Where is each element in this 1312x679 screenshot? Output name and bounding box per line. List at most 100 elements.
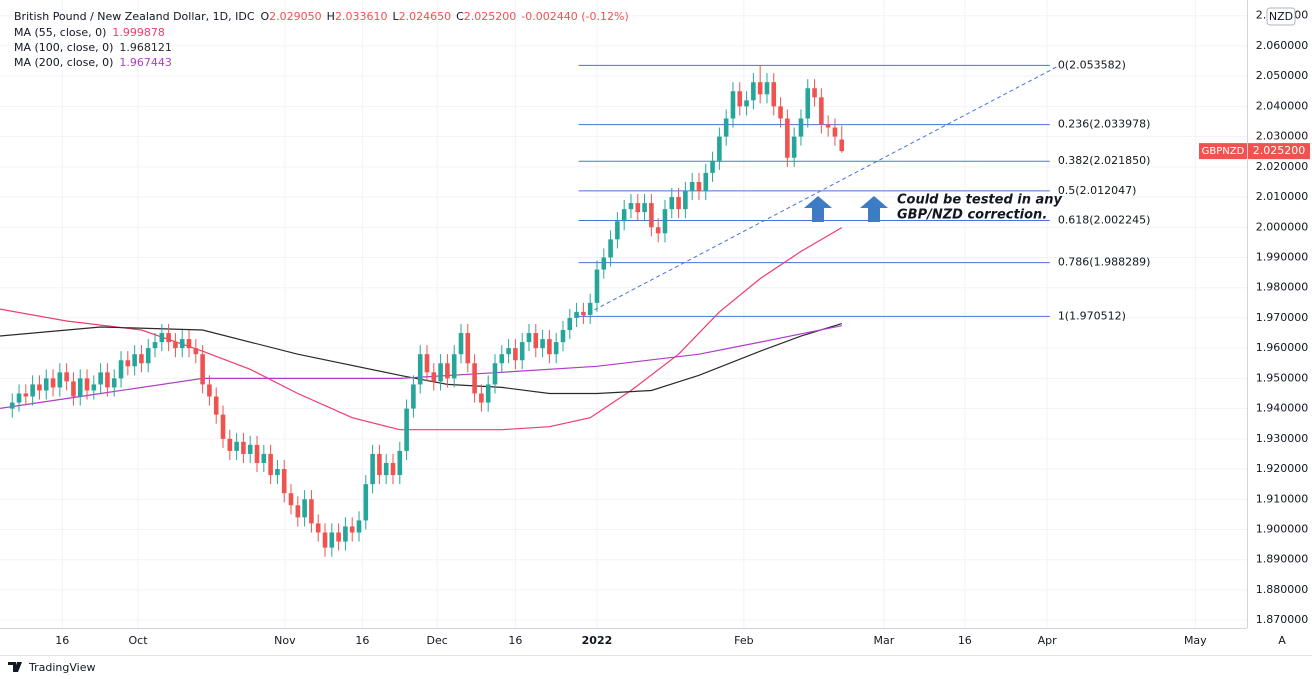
candle-body	[254, 444, 260, 463]
candle-body	[139, 354, 144, 364]
candle-body	[336, 532, 341, 542]
x-tick-label: Nov	[274, 634, 296, 647]
candle-body	[220, 414, 226, 439]
candle-body	[540, 339, 545, 349]
candle-body	[91, 384, 97, 391]
candle-body	[717, 136, 722, 161]
y-tick-label: 2.000000	[1256, 220, 1309, 233]
candle-body	[560, 330, 566, 343]
currency-badge[interactable]	[1266, 7, 1296, 26]
y-tick-label: 2.010000	[1256, 190, 1309, 203]
grid	[0, 0, 1247, 628]
candle-body	[370, 453, 375, 485]
candle-body	[71, 381, 76, 397]
candle-body	[159, 333, 165, 343]
candle-body	[241, 441, 246, 454]
candle-body	[64, 372, 69, 382]
candle-body	[173, 342, 178, 349]
candle-body	[547, 339, 552, 355]
candle-body	[84, 378, 90, 391]
x-tick-label: 16	[355, 634, 369, 647]
x-tick-label: Feb	[734, 634, 753, 647]
fib-label: 0.786(1.988289)	[1058, 256, 1151, 269]
price-tag-symbol-bg	[1199, 143, 1247, 160]
brand: TradingView	[28, 661, 95, 674]
candle-body	[479, 393, 484, 403]
candle-body	[819, 97, 824, 125]
candle-body	[683, 190, 688, 210]
y-tick-label: 1.870000	[1256, 613, 1309, 626]
candle-body	[50, 378, 56, 388]
candle-body	[785, 118, 790, 158]
legend: British Pound / New Zealand Dollar, 1D, …	[14, 10, 629, 23]
y-tick-label: 2.060000	[1256, 39, 1309, 52]
candle-body	[751, 82, 756, 101]
candle-body	[16, 393, 22, 403]
candle-body	[411, 384, 416, 409]
candle-body	[23, 393, 29, 397]
candle-body	[77, 378, 83, 397]
up-arrow	[860, 196, 888, 222]
candle-body	[390, 462, 396, 476]
ma-legend-entry: MA (55, close, 0) 1.999878	[14, 26, 165, 39]
x-tick-label: Apr	[1038, 634, 1058, 647]
y-tick-label: 2.040000	[1256, 99, 1309, 112]
y-tick-label: 1.980000	[1256, 281, 1309, 294]
candle-body	[533, 333, 539, 349]
candle-body	[30, 384, 35, 397]
ma-value: 1.999878	[112, 26, 165, 39]
y-tick-label: 1.940000	[1256, 402, 1309, 415]
candle-body	[615, 221, 620, 240]
candle-body	[152, 342, 158, 349]
candle-body	[608, 239, 613, 258]
candle-body	[193, 348, 199, 355]
candle-body	[288, 493, 294, 506]
y-tick-label: 2.050000	[1256, 69, 1309, 82]
candle-body	[730, 91, 736, 119]
candle-body	[302, 499, 307, 518]
ma-legend: MA (55, close, 0) 1.999878 MA (100, close,…	[14, 26, 172, 69]
ma-value: 1.967443	[119, 56, 172, 69]
currency[interactable]: NZD	[1269, 10, 1293, 23]
candle-body	[356, 520, 362, 533]
candle-body	[424, 354, 430, 373]
ma-name: MA (55, close, 0)	[14, 26, 106, 39]
candle-body	[642, 203, 647, 213]
fib-label: 0.618(2.002245)	[1058, 213, 1151, 226]
x-tick-label: Dec	[427, 634, 448, 647]
candle-body	[322, 532, 328, 548]
fib-label: 0.5(2.012047)	[1058, 184, 1137, 197]
ohlc-key: C	[456, 10, 464, 23]
y-tick-label: 2.020000	[1256, 160, 1309, 173]
y-tick-label: 1.970000	[1256, 311, 1309, 324]
candle-body	[519, 342, 525, 361]
candle-body	[581, 311, 586, 315]
candle-body	[295, 505, 301, 518]
candle-body	[798, 118, 804, 137]
ohlc-key: H	[327, 10, 335, 23]
brand-logo	[8, 662, 22, 672]
candle-body	[499, 354, 505, 364]
candle-body	[723, 118, 729, 137]
candle-body	[825, 124, 831, 128]
candle-body	[200, 354, 205, 385]
fib-label: 1(1.970512)	[1058, 309, 1126, 322]
candle-body	[553, 342, 559, 355]
candle-body	[343, 526, 348, 542]
x-tick-label: 2022	[582, 634, 613, 647]
candle-body	[261, 453, 267, 463]
candle-body	[125, 360, 131, 367]
candle-body	[98, 372, 103, 385]
candle-body	[377, 453, 382, 476]
up-arrow	[804, 196, 832, 222]
fib-label: 0.382(2.021850)	[1058, 154, 1151, 167]
candle-body	[506, 348, 511, 355]
x-tick-label: 16	[508, 634, 522, 647]
annotation: GBP/NZD correction.	[897, 208, 1047, 223]
ma-name: MA (100, close, 0)	[14, 41, 113, 54]
candle-body	[227, 438, 233, 451]
candle-body	[268, 453, 273, 476]
scale-button[interactable]: A	[1278, 634, 1286, 647]
x-tick-label: Oct	[129, 634, 149, 647]
